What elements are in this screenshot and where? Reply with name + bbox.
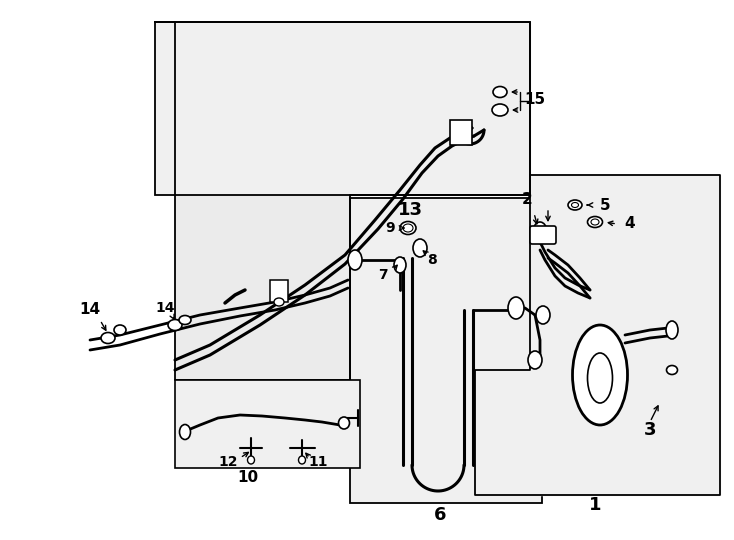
Ellipse shape bbox=[572, 202, 578, 207]
Ellipse shape bbox=[587, 217, 603, 227]
Text: 14: 14 bbox=[79, 302, 101, 318]
Text: 13: 13 bbox=[398, 201, 423, 219]
Polygon shape bbox=[475, 175, 720, 495]
Bar bbox=[450, 120, 472, 145]
Text: 1: 1 bbox=[589, 496, 601, 514]
Bar bbox=[350, 198, 542, 503]
Text: 8: 8 bbox=[427, 253, 437, 267]
Ellipse shape bbox=[528, 351, 542, 369]
Bar bbox=[270, 280, 288, 302]
Text: 14: 14 bbox=[156, 301, 175, 315]
Text: 5: 5 bbox=[600, 198, 610, 213]
Ellipse shape bbox=[492, 104, 508, 116]
Text: 7: 7 bbox=[378, 268, 388, 282]
Polygon shape bbox=[155, 22, 530, 380]
Text: 12: 12 bbox=[218, 455, 238, 469]
Text: 15: 15 bbox=[524, 92, 545, 107]
FancyBboxPatch shape bbox=[530, 226, 556, 244]
Bar bbox=[175, 380, 360, 468]
Ellipse shape bbox=[508, 297, 524, 319]
Ellipse shape bbox=[101, 333, 115, 343]
Bar bbox=[155, 22, 530, 195]
Ellipse shape bbox=[413, 239, 427, 257]
Text: 10: 10 bbox=[237, 470, 258, 485]
Ellipse shape bbox=[274, 298, 284, 306]
Text: 11: 11 bbox=[308, 455, 328, 469]
Text: 2: 2 bbox=[522, 192, 532, 207]
Ellipse shape bbox=[168, 320, 182, 330]
Ellipse shape bbox=[180, 424, 191, 440]
Ellipse shape bbox=[403, 224, 413, 232]
Ellipse shape bbox=[587, 353, 612, 403]
Ellipse shape bbox=[568, 200, 582, 210]
Ellipse shape bbox=[493, 86, 507, 98]
Ellipse shape bbox=[400, 221, 416, 234]
Text: 6: 6 bbox=[434, 506, 446, 524]
Ellipse shape bbox=[179, 315, 191, 325]
Ellipse shape bbox=[114, 325, 126, 335]
Text: 4: 4 bbox=[625, 217, 636, 232]
Ellipse shape bbox=[348, 250, 362, 270]
Ellipse shape bbox=[247, 456, 255, 464]
Ellipse shape bbox=[666, 321, 678, 339]
Ellipse shape bbox=[536, 306, 550, 324]
Text: 3: 3 bbox=[644, 421, 656, 439]
Ellipse shape bbox=[573, 325, 628, 425]
Ellipse shape bbox=[338, 417, 349, 429]
Ellipse shape bbox=[666, 366, 677, 375]
Ellipse shape bbox=[299, 456, 305, 464]
Ellipse shape bbox=[394, 257, 406, 273]
Ellipse shape bbox=[533, 222, 547, 242]
Ellipse shape bbox=[591, 219, 599, 225]
Text: 9: 9 bbox=[385, 221, 395, 235]
